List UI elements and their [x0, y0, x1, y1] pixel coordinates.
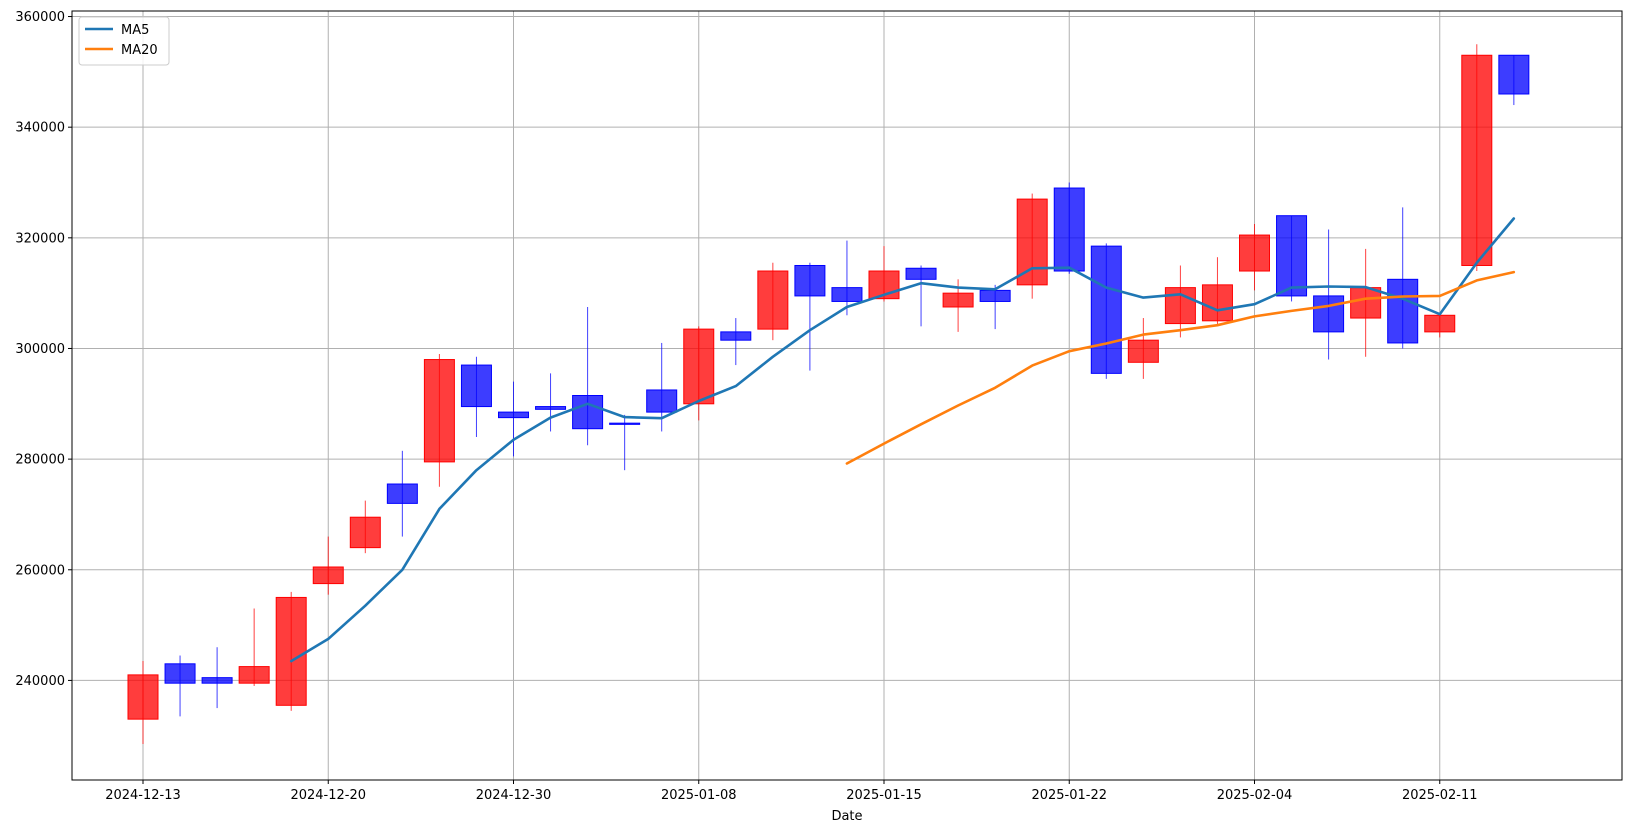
legend-label-ma5: MA5: [121, 23, 149, 38]
candle: [905, 265, 937, 327]
candle-body-down: [572, 395, 604, 430]
candle: [349, 500, 381, 554]
candle-body-down: [646, 389, 678, 413]
candle-body-up: [127, 674, 159, 720]
candle: [1016, 193, 1048, 299]
candle: [831, 240, 863, 316]
series-line-ma20: [845, 270, 1516, 465]
candle-body-up: [349, 516, 381, 549]
series-line-ma5: [289, 217, 1516, 663]
candle-body-down: [720, 331, 752, 341]
candle-body-down: [386, 483, 418, 504]
candle: [794, 262, 826, 371]
y-tick-label: 300000: [15, 342, 65, 357]
candle-body-down: [831, 287, 863, 302]
candle: [498, 381, 529, 457]
candle-body-down: [794, 264, 826, 297]
candle: [386, 450, 418, 537]
candle-body-up: [1201, 284, 1233, 322]
x-axis-ticks: 2024-12-13 2024-12-20 2024-12-30 2025-01-08…: [105, 780, 1478, 803]
candle: [238, 608, 270, 686]
candle-body-up: [275, 596, 307, 706]
plot-frame: [71, 10, 1623, 781]
y-tick-label: 340000: [15, 121, 65, 136]
y-tick-label: 240000: [15, 674, 65, 689]
candle-body-down: [201, 677, 233, 684]
candle-body-up: [1016, 198, 1048, 286]
candle-body-down: [609, 422, 641, 425]
candle: [1276, 215, 1308, 302]
x-tick-label: 2025-02-11: [1402, 788, 1478, 803]
x-tick-label: 2024-12-13: [105, 788, 181, 803]
x-tick-label: 2025-01-22: [1031, 788, 1107, 803]
candle: [757, 262, 789, 341]
candle: [1127, 318, 1159, 379]
grid-lines: [72, 11, 1622, 780]
candle-body-up: [423, 359, 455, 463]
candle: [535, 373, 567, 432]
y-tick-label: 360000: [15, 10, 65, 25]
candle-body-up: [1239, 234, 1270, 272]
candle-body-up: [1461, 54, 1493, 266]
y-axis-ticks: 240000 260000 280000 300000 320000 340000 3600…: [15, 10, 72, 689]
x-tick-label: 2025-02-04: [1217, 788, 1293, 803]
candle: [720, 318, 752, 366]
candle-body-down: [1276, 215, 1308, 297]
candle: [1498, 54, 1530, 106]
candle-body-down: [164, 663, 196, 684]
x-tick-label: 2025-01-15: [846, 788, 922, 803]
x-tick-label: 2024-12-20: [290, 788, 366, 803]
candle: [572, 306, 604, 446]
candle-body-down: [1498, 54, 1530, 95]
candle: [1461, 44, 1493, 272]
candle: [646, 342, 678, 432]
candle: [275, 591, 307, 711]
candle: [312, 536, 344, 595]
candle: [1350, 248, 1382, 357]
candle: [127, 661, 159, 745]
candle-body-down: [460, 364, 492, 408]
candle-body-down: [498, 411, 529, 419]
legend-label-ma20: MA20: [121, 43, 158, 58]
candle-body-up: [312, 566, 344, 585]
candle: [460, 356, 492, 437]
candle: [423, 354, 455, 487]
moving-average-lines: [289, 217, 1516, 663]
candle: [683, 326, 715, 421]
candle-body-down: [535, 406, 567, 410]
candle-body-up: [1350, 287, 1382, 319]
candle-body-down: [1313, 295, 1345, 333]
candle: [609, 414, 641, 471]
candle: [1201, 257, 1233, 327]
legend: MA5 MA20: [78, 16, 170, 66]
candle-body-up: [1424, 314, 1456, 333]
candle: [1387, 207, 1419, 349]
candle-body-up: [683, 328, 715, 405]
x-tick-label: 2024-12-30: [476, 788, 552, 803]
candle-body-down: [979, 289, 1011, 302]
candle: [1424, 314, 1456, 338]
y-tick-label: 280000: [15, 453, 65, 468]
candle: [1313, 229, 1345, 360]
candles: [127, 44, 1530, 745]
y-tick-label: 320000: [15, 231, 65, 246]
candle-body-down: [1387, 278, 1419, 344]
x-axis-label: Date: [831, 809, 862, 824]
candle: [1239, 223, 1270, 291]
candle-body-down: [1053, 187, 1085, 272]
candle: [164, 655, 196, 717]
x-tick-label: 2025-01-08: [661, 788, 737, 803]
candle: [201, 647, 233, 709]
y-tick-label: 260000: [15, 563, 65, 578]
candle: [1090, 243, 1122, 379]
candle-body-up: [238, 666, 270, 684]
candle-body-down: [905, 267, 937, 280]
candle-body-up: [942, 292, 974, 308]
candle: [1053, 182, 1085, 274]
candle-body-up: [757, 270, 789, 330]
candle-body-down: [1090, 245, 1122, 374]
candle-body-up: [1127, 339, 1159, 363]
